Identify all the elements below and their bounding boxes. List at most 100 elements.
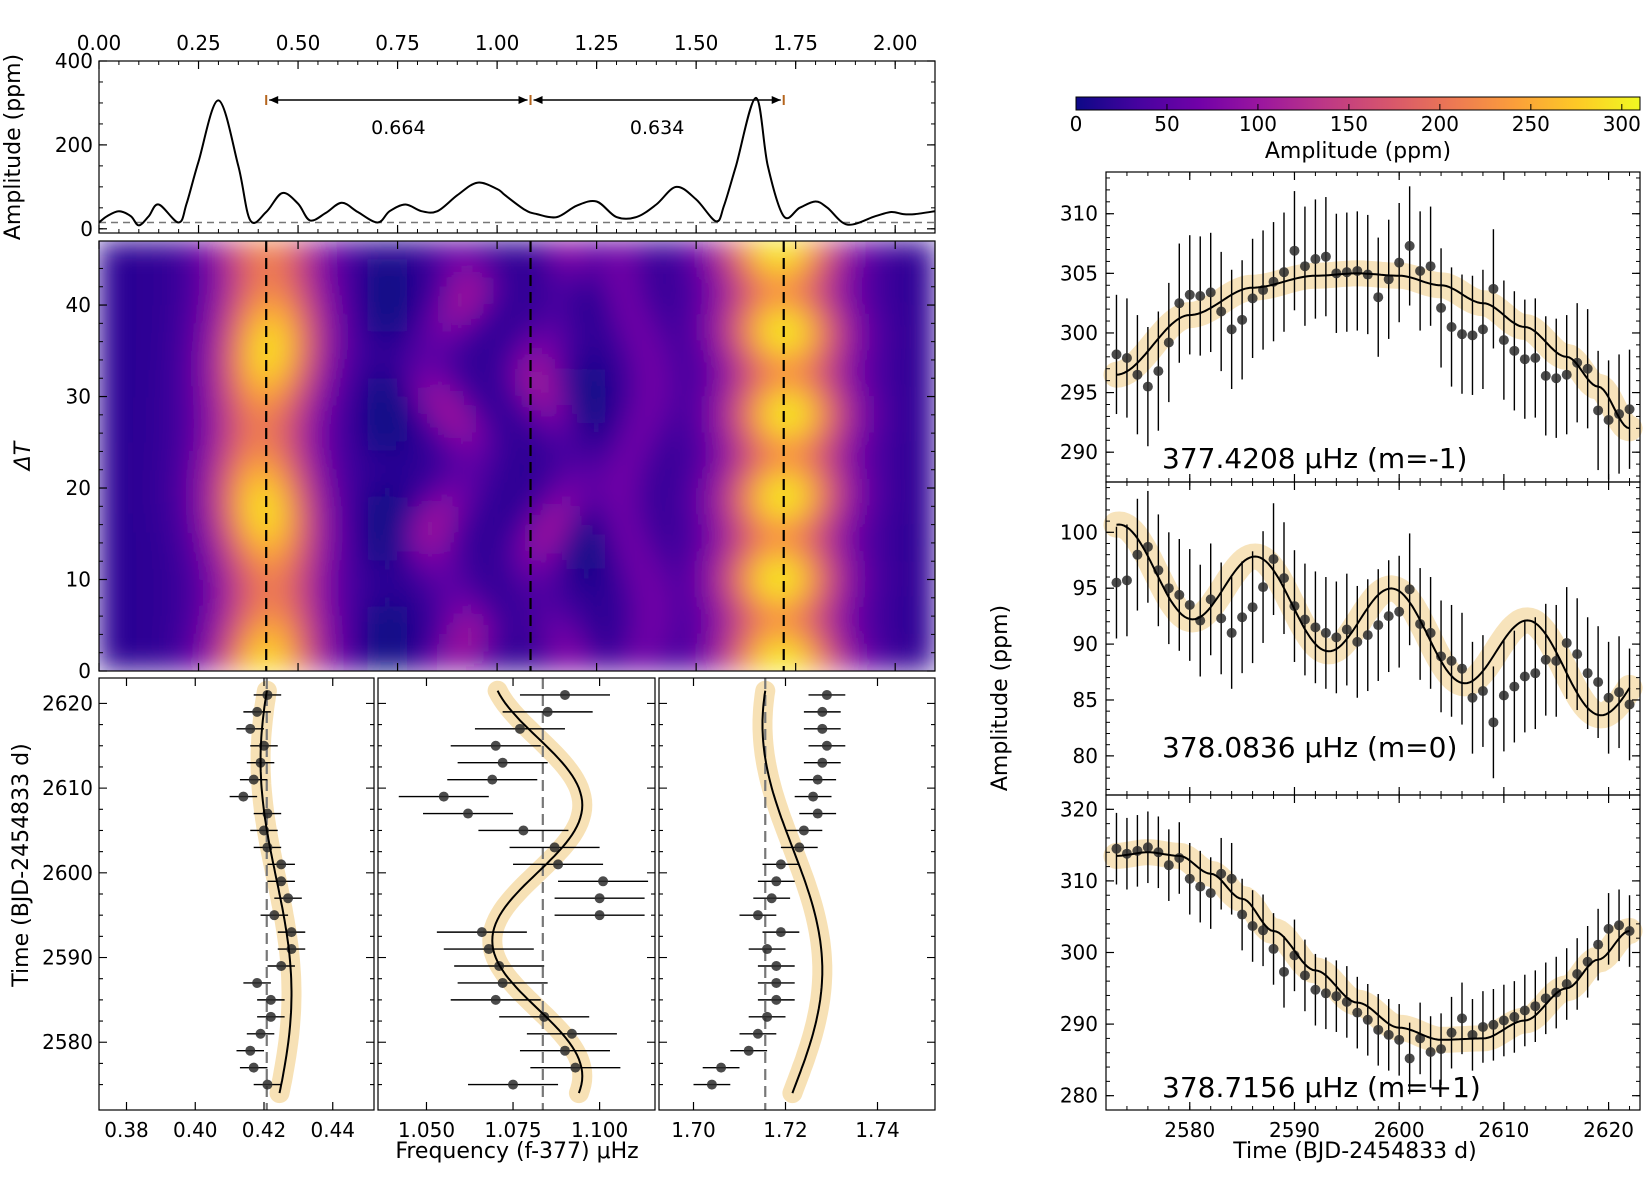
heatmap-cell — [476, 460, 488, 471]
heatmap-cell — [606, 396, 618, 407]
heatmap-cell — [148, 405, 160, 416]
heatmap-cell — [407, 441, 418, 452]
heatmap-cell — [745, 258, 757, 269]
heatmap-cell — [785, 606, 797, 617]
heatmap-cell — [705, 249, 717, 260]
heatmap-cell — [267, 432, 279, 443]
heatmap-cell — [586, 423, 598, 434]
heatmap-cell — [486, 487, 498, 498]
heatmap-cell — [168, 277, 180, 288]
heatmap-cell — [377, 249, 389, 260]
heatmap-cell — [655, 542, 667, 553]
heatmap-cell — [616, 542, 627, 553]
heatmap-cell — [854, 286, 866, 297]
heatmap-cell — [227, 496, 239, 507]
heatmap-cell — [536, 441, 548, 452]
heatmap-cell — [665, 341, 677, 352]
heatmap-cell — [596, 295, 608, 306]
heatmap-cell — [407, 652, 418, 663]
heatmap-cell — [506, 588, 518, 599]
heatmap-cell — [237, 652, 249, 663]
heatmap-cell — [277, 487, 289, 498]
data-point — [1467, 330, 1478, 341]
heatmap-cell — [237, 249, 249, 260]
heatmap-cell — [725, 652, 737, 663]
top-tick-label: 0.25 — [176, 31, 221, 55]
heatmap-cell — [735, 277, 747, 288]
heatmap-cell — [854, 432, 866, 443]
heatmap-cell — [616, 414, 627, 425]
heatmap-cell — [635, 241, 647, 251]
arrow-head — [269, 96, 279, 105]
heatmap-cell — [665, 267, 677, 279]
heatmap-cell — [645, 322, 657, 333]
heatmap-cell — [247, 597, 259, 608]
heatmap-cell — [387, 533, 399, 544]
heatmap-cell — [765, 295, 777, 306]
heatmap-cell — [526, 331, 538, 343]
heatmap-cell — [198, 432, 209, 443]
heatmap-cell — [576, 331, 588, 343]
heatmap-cell — [178, 460, 190, 471]
heatmap-cell — [884, 267, 896, 279]
heatmap-cell — [655, 423, 667, 434]
heatmap-cell — [227, 331, 239, 343]
heatmap-cell — [287, 551, 299, 562]
heatmap-cell — [397, 579, 409, 590]
heatmap-cell — [486, 496, 498, 507]
heatmap-cell — [635, 405, 647, 416]
heatmap-cell — [894, 643, 906, 654]
heatmap-cell — [785, 304, 797, 315]
heatmap-cell — [854, 588, 866, 599]
heatmap-cell — [745, 652, 757, 663]
heatmap-cell — [426, 441, 438, 452]
heatmap-cell — [436, 588, 448, 599]
heatmap-cell — [904, 460, 916, 471]
heatmap-cell — [675, 396, 687, 407]
heatmap-cell — [815, 368, 827, 379]
heatmap-cell — [596, 597, 608, 608]
heatmap-cell — [367, 551, 379, 562]
heatmap-cell — [357, 277, 369, 288]
heatmap-cell — [347, 478, 359, 489]
heatmap-cell — [815, 341, 827, 352]
heatmap-cell — [217, 286, 229, 297]
amplitude-spectrum-line — [98, 96, 936, 227]
heatmap-cell — [884, 295, 896, 306]
heatmap-cell — [546, 624, 558, 635]
heatmap-cell — [606, 533, 618, 544]
heatmap-cell — [566, 496, 578, 507]
heatmap-cell — [755, 542, 767, 553]
heatmap-cell — [347, 460, 359, 471]
data-point — [1446, 322, 1457, 332]
heatmap-cell — [337, 597, 349, 608]
heatmap-cell — [436, 661, 448, 671]
heatmap-cell — [168, 350, 180, 361]
heatmap-cell — [446, 331, 458, 343]
heatmap-cell — [466, 643, 478, 654]
heatmap-cell — [108, 505, 120, 516]
heatmap-cell — [735, 652, 747, 663]
heatmap-cell — [635, 277, 647, 288]
heatmap-cell — [914, 588, 926, 599]
heatmap-cell — [297, 597, 309, 608]
heatmap-cell — [705, 241, 717, 251]
heatmap-cell — [705, 377, 717, 388]
heatmap-cell — [715, 368, 727, 379]
heatmap-cell — [785, 633, 797, 645]
heatmap-cell — [387, 588, 399, 599]
heatmap-cell — [347, 551, 359, 562]
heatmap-cell — [397, 304, 409, 315]
xtick-label: 0.38 — [104, 1118, 149, 1142]
heatmap-cell — [188, 295, 200, 306]
heatmap-cell — [327, 341, 339, 352]
heatmap-cell — [625, 487, 637, 498]
heatmap-cell — [377, 322, 389, 333]
data-point — [1614, 687, 1625, 698]
heatmap-cell — [645, 405, 657, 416]
data-point — [1519, 354, 1530, 365]
heatmap-cell — [914, 597, 926, 608]
heatmap-cell — [924, 241, 935, 251]
heatmap-cell — [526, 624, 538, 635]
fourier-ytick-label: 400 — [55, 49, 93, 73]
